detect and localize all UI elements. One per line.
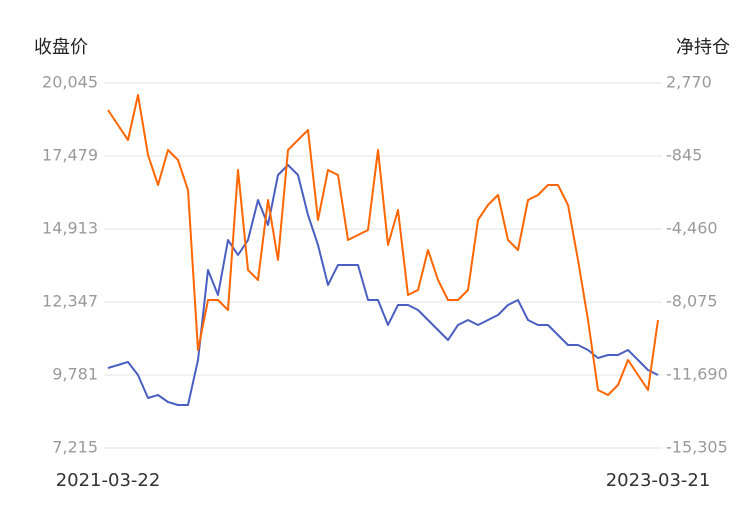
y2-axis-title: 净持仓: [676, 37, 730, 58]
y-tick-label: 9,781: [52, 365, 98, 384]
y2-tick-label: 2,770: [666, 73, 712, 92]
y2-tick-label: -8,075: [666, 292, 718, 311]
data-line: [107, 94, 659, 396]
y-tick-label: 20,045: [42, 73, 98, 92]
y-tick-label: 12,347: [42, 292, 98, 311]
y-tick-label: 14,913: [42, 219, 98, 238]
y2-tick-label: -15,305: [666, 438, 728, 457]
x-tick-label: 2021-03-22: [56, 470, 161, 491]
y2-tick-label: -4,460: [666, 219, 718, 238]
y-tick-label: 7,215: [52, 438, 98, 457]
y-tick-label: 17,479: [42, 146, 98, 165]
y2-tick-label: -845: [666, 146, 702, 165]
y2-tick-label: -11,690: [666, 365, 728, 384]
x-tick-label: 2023-03-21: [606, 470, 711, 491]
y-axis-title: 收盘价: [34, 37, 88, 58]
